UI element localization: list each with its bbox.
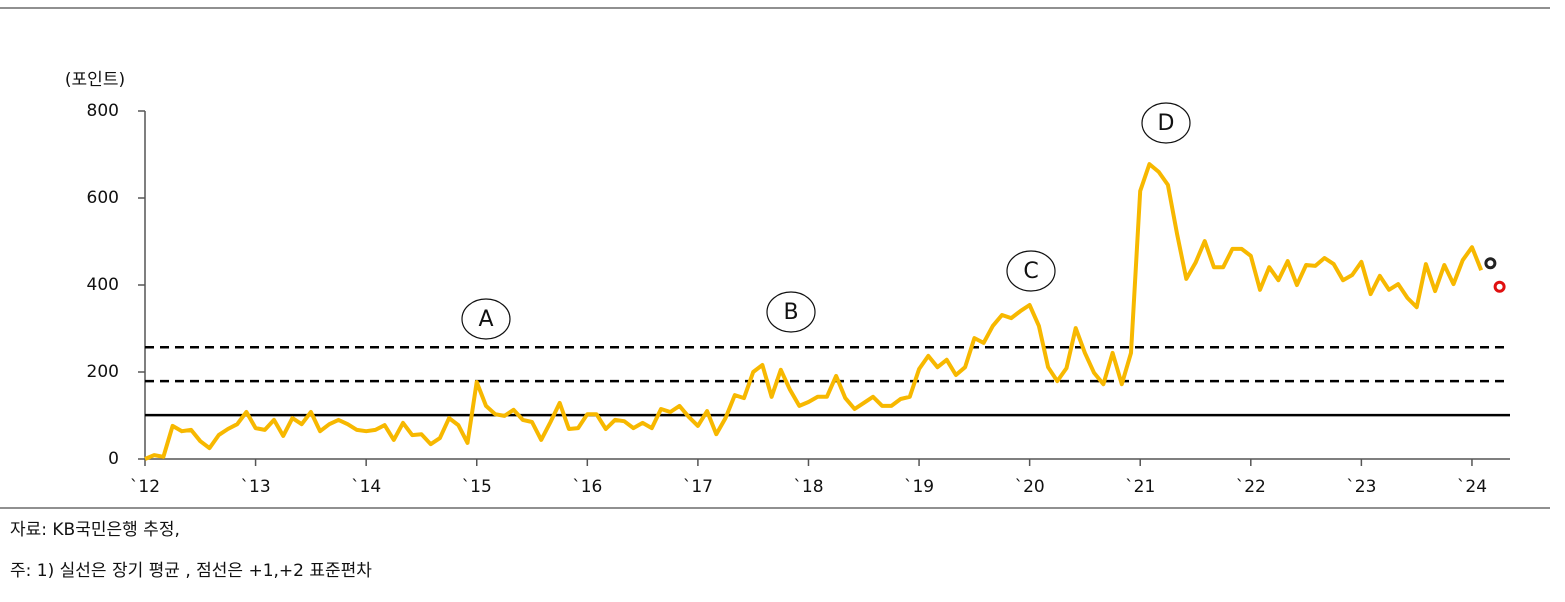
- x-tick-label: `13: [241, 477, 271, 497]
- y-tick-label: 800: [87, 101, 119, 121]
- x-tick-label: `22: [1236, 477, 1266, 497]
- x-tick-label: `15: [462, 477, 492, 497]
- x-tick-label: `16: [572, 477, 602, 497]
- data-point: [1484, 257, 1497, 270]
- annotation-circle: [1141, 102, 1191, 144]
- x-tick-label: `20: [1015, 477, 1045, 497]
- x-tick-label: `24: [1457, 477, 1487, 497]
- annotation-circle: [766, 291, 816, 333]
- x-tick-label: `21: [1125, 477, 1155, 497]
- y-tick-label: 200: [87, 362, 119, 382]
- footnote: 주: 1) 실선은 장기 평균 , 점선은 +1,+2 표준편차: [10, 561, 372, 581]
- data-point: [1493, 280, 1506, 293]
- x-tick-label: `18: [793, 477, 823, 497]
- x-tick-label: `12: [130, 477, 160, 497]
- annotation-circle: [461, 298, 511, 340]
- annotation-label: C: [1023, 259, 1038, 284]
- x-tick-label: `14: [351, 477, 381, 497]
- y-axis-label: (포인트): [65, 70, 125, 90]
- data-line: [144, 162, 1484, 461]
- annotation-label: B: [783, 300, 798, 325]
- annotation-circle: [1006, 250, 1056, 292]
- y-tick-label: 600: [87, 188, 119, 208]
- x-tick-label: `19: [904, 477, 934, 497]
- y-tick-label: 400: [87, 275, 119, 295]
- annotation-label: A: [478, 307, 493, 332]
- source-note: 자료: KB국민은행 추정,: [10, 520, 180, 540]
- x-tick-label: `23: [1346, 477, 1376, 497]
- annotation-label: D: [1158, 111, 1175, 136]
- x-tick-label: `17: [683, 477, 713, 497]
- y-tick-label: 0: [108, 449, 119, 469]
